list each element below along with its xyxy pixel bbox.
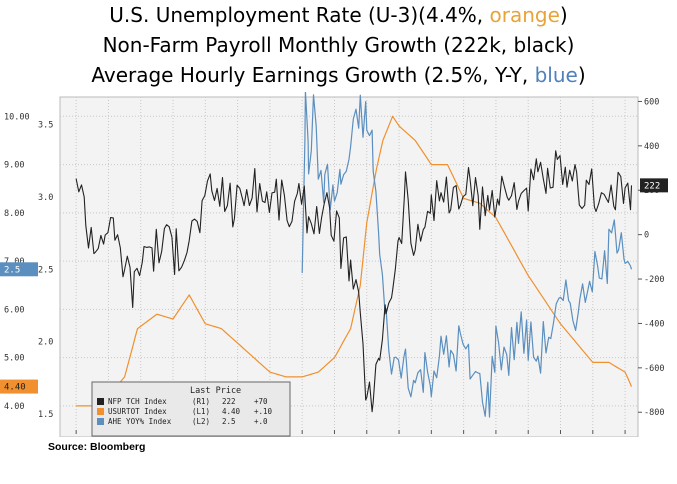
legend-swatch: [97, 408, 104, 415]
l1-tick-label: 4.00: [4, 402, 24, 412]
series-line-unemployment: [76, 115, 633, 407]
value-badges: 4.40 2.5 222: [0, 178, 668, 394]
title-unemployment: U.S. Unemployment Rate (U-3)(4.4%, orang…: [0, 0, 677, 30]
badge-unemployment: 4.40: [4, 383, 26, 393]
title-earnings-end: ): [577, 63, 586, 87]
l1-tick-label: 10.00: [4, 112, 30, 122]
title-payroll: Non-Farm Payroll Monthly Growth (222k, b…: [102, 33, 575, 57]
badge-unemployment-bg: [0, 379, 38, 394]
legend-change: +70: [254, 397, 268, 406]
legend-label: USURTOT Index: [108, 407, 167, 416]
l2-tick-label: 3.0: [38, 193, 53, 203]
r1-tick-label: 400: [644, 142, 659, 152]
r1-tick-label: -400: [644, 319, 664, 329]
badge-earnings-bg: [0, 262, 38, 277]
legend-change: +.0: [254, 417, 268, 426]
l1-tick-label: 9.00: [4, 161, 24, 171]
r1-tick-label: -600: [644, 364, 664, 374]
badge-payroll-bg: [640, 178, 668, 193]
title-earnings-text: Average Hourly Earnings Growth (2.5%, Y-…: [91, 63, 535, 87]
r1-tick-label: -200: [644, 275, 664, 285]
legend-value: 222: [222, 397, 236, 406]
title-unemployment-end: ): [559, 3, 568, 27]
l1-tick-label: 6.00: [4, 305, 24, 315]
l2-tick-label: 2.5: [38, 265, 53, 275]
grid-lines: [60, 97, 638, 430]
left-axis-l2-labels: 1.5 2.0 2.5 3.0 3.5: [38, 121, 53, 421]
legend-axis: (L2): [192, 417, 210, 426]
legend-value: 4.40: [222, 407, 241, 416]
chart-legend: Last Price NFP TCH Index (R1) 222 +70 USURTOT…: [91, 381, 291, 437]
legend-box: [91, 381, 291, 437]
chart-svg: '00'01'02'03'04'05'06'07'08'09'10'11'12'…: [0, 92, 677, 437]
legend-axis: (R1): [192, 397, 210, 406]
legend-axis: (L1): [192, 407, 210, 416]
series-line-payroll: [75, 150, 633, 413]
legend-label: AHE YOY% Index: [108, 417, 172, 426]
title-blue-word: blue: [534, 63, 578, 87]
l2-tick-label: 1.5: [38, 410, 53, 420]
title-earnings: Average Hourly Earnings Growth (2.5%, Y-…: [0, 60, 677, 90]
source-note: Source: Bloomberg: [48, 441, 146, 453]
series-lines: [75, 92, 633, 418]
legend-swatch: [97, 398, 104, 405]
legend-value: 2.5: [222, 417, 236, 426]
title-orange-word: orange: [489, 3, 560, 27]
l2-tick-label: 2.0: [38, 338, 53, 348]
r1-tick-label: 600: [644, 97, 659, 107]
series-line-earnings: [301, 92, 633, 418]
r1-tick-label: -800: [644, 408, 664, 418]
legend-label: NFP TCH Index: [108, 397, 167, 406]
legend-title: Last Price: [190, 386, 241, 396]
l1-tick-label: 8.00: [4, 209, 24, 219]
title-unemployment-text: U.S. Unemployment Rate (U-3)(4.4%,: [109, 3, 490, 27]
chart-title-block: U.S. Unemployment Rate (U-3)(4.4%, orang…: [0, 0, 677, 90]
l2-tick-label: 3.5: [38, 121, 53, 131]
l1-tick-label: 7.00: [4, 257, 24, 267]
badge-earnings: 2.5: [4, 265, 20, 275]
r1-tick-label: 0: [644, 231, 649, 241]
l1-tick-label: 5.00: [4, 354, 24, 364]
plot-area: [59, 96, 639, 437]
legend-change: +.10: [254, 407, 273, 416]
left-axis-l1-labels: 4.00 5.00 6.00 7.00 8.00 9.00 10.00: [4, 112, 30, 412]
badge-payroll: 222: [644, 181, 660, 191]
legend-swatch: [97, 418, 104, 425]
